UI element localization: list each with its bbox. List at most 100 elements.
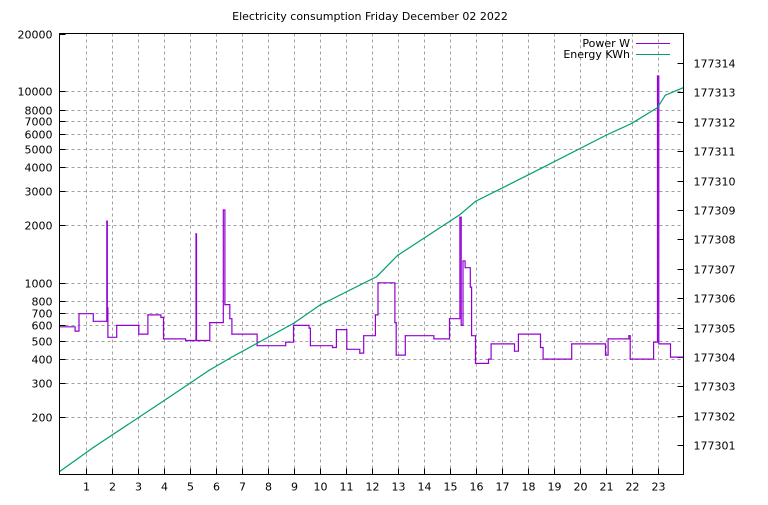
data-point: [539, 346, 542, 349]
data-point: [433, 338, 435, 340]
x-tick-label: 2: [109, 481, 116, 494]
y-tick-label: 7000: [25, 116, 53, 129]
data-point: [396, 254, 399, 257]
y2-tick-label: 177307: [694, 264, 736, 277]
y-tick-label: 500: [32, 336, 53, 349]
series-line-energy-kwh: [59, 87, 684, 473]
y2-tick-label: 177304: [694, 352, 736, 365]
legend: Power W Energy KWh: [563, 37, 670, 61]
data-point: [395, 354, 397, 356]
data-point: [664, 94, 666, 96]
y2-tick-label: 177311: [694, 146, 736, 159]
series-layer: [58, 75, 685, 473]
data-point: [147, 314, 149, 316]
legend-label-energy: Energy KWh: [563, 48, 630, 61]
data-point: [377, 282, 379, 284]
data-point: [653, 341, 655, 343]
data-point: [292, 324, 295, 326]
data-point: [78, 313, 80, 315]
y-tick-label: 2000: [25, 220, 53, 233]
data-point: [359, 352, 361, 354]
data-point: [656, 75, 659, 77]
y-tick-label: 300: [32, 378, 53, 391]
data-point: [107, 336, 109, 338]
data-point: [106, 220, 108, 222]
x-tick-label: 23: [652, 481, 666, 494]
data-point: [462, 260, 464, 262]
y2-tick-label: 177313: [694, 87, 736, 100]
data-point: [256, 345, 258, 347]
data-point: [92, 446, 94, 449]
data-point: [224, 304, 226, 306]
y-tick-label: 200: [32, 412, 53, 425]
legend-label-power: Power W: [582, 37, 630, 50]
data-point: [487, 358, 490, 360]
y-tick-label: 600: [32, 320, 53, 333]
data-point: [92, 320, 94, 322]
y2-tick-label: 177302: [694, 411, 736, 424]
y-tick-label: 20000: [18, 29, 53, 42]
data-point: [363, 335, 365, 337]
data-point: [448, 318, 451, 320]
data-point: [571, 343, 573, 345]
data-point: [464, 267, 466, 269]
grid: [59, 33, 684, 475]
data-point: [630, 122, 633, 125]
x-tick-label: 16: [470, 481, 484, 494]
data-point: [208, 369, 210, 371]
y2-tick-label: 177314: [694, 58, 736, 71]
y2-tick-label: 177308: [694, 234, 736, 247]
ticks: 1 2 3 4 5 6 7 8 9 10 11 12 13 14 15 16 17 18 19 20 21 22 23200…: [18, 29, 736, 494]
y-tick-label: 4000: [25, 162, 53, 175]
y-tick-label: 6000: [25, 129, 53, 142]
data-point: [346, 348, 348, 350]
data-point: [335, 329, 337, 331]
x-tick-label: 8: [265, 481, 272, 494]
data-point: [116, 324, 118, 326]
x-tick-label: 10: [314, 481, 328, 494]
data-point: [162, 338, 165, 340]
data-point: [376, 276, 378, 278]
y-tick-label: 1000: [25, 278, 53, 291]
data-point: [231, 333, 233, 335]
data-point: [162, 400, 165, 402]
y2-tick-label: 177301: [694, 440, 736, 453]
data-point: [474, 362, 477, 364]
data-point: [292, 322, 295, 324]
data-point: [517, 333, 520, 335]
data-point: [195, 233, 197, 235]
y-tick-label: 5000: [25, 144, 53, 157]
data-point: [604, 134, 607, 137]
data-point: [404, 335, 406, 337]
data-point: [285, 341, 287, 343]
x-tick-label: 19: [548, 481, 562, 494]
y-tick-label: 800: [32, 296, 53, 309]
data-point: [628, 335, 630, 337]
data-point: [607, 338, 609, 340]
x-tick-label: 3: [135, 481, 142, 494]
x-tick-label: 4: [161, 481, 168, 494]
data-point: [195, 339, 198, 342]
x-tick-label: 13: [392, 481, 406, 494]
x-tick-label: 1: [83, 481, 90, 494]
y2-tick-label: 177310: [694, 176, 736, 189]
data-point: [222, 209, 224, 211]
data-point: [160, 316, 162, 318]
data-point: [394, 322, 396, 324]
data-point: [469, 286, 471, 288]
data-point: [460, 324, 462, 326]
x-tick-label: 6: [213, 481, 220, 494]
x-tick-label: 20: [574, 481, 588, 494]
data-point: [542, 358, 544, 360]
data-point: [539, 168, 542, 170]
y-tick-label: 400: [32, 354, 53, 367]
series-line-power-w: [59, 75, 684, 364]
data-point: [309, 345, 311, 347]
y2-tick-label: 177309: [694, 205, 736, 218]
data-point: [138, 333, 140, 335]
x-tick-label: 15: [444, 481, 458, 494]
y2-tick-label: 177303: [694, 381, 736, 394]
y2-tick-label: 177306: [694, 293, 736, 306]
data-point: [604, 354, 607, 356]
y-tick-label: 3000: [25, 186, 53, 199]
